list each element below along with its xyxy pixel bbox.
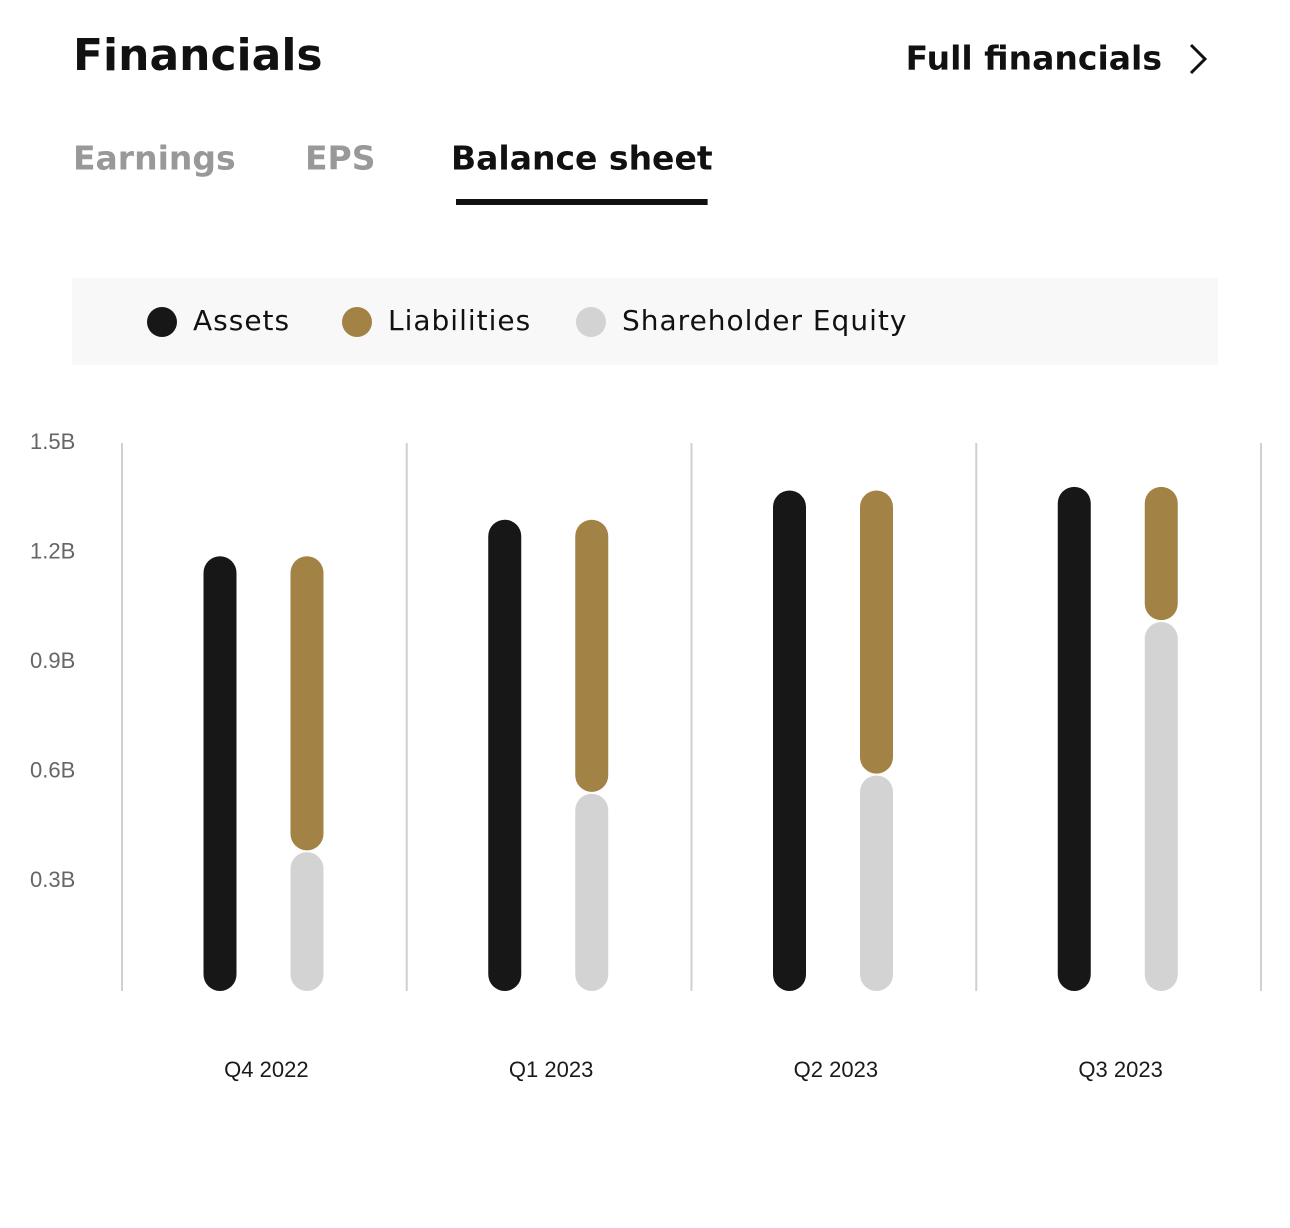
legend-label: Liabilities xyxy=(388,304,531,337)
chevron-icon[interactable] xyxy=(1189,43,1208,75)
y-tick-label: 0.9B xyxy=(30,648,75,673)
bar xyxy=(1057,486,1091,991)
x-tick-label: Q3 2023 xyxy=(1078,1057,1162,1082)
legend-swatch xyxy=(147,307,177,337)
y-tick-label: 1.5B xyxy=(30,429,75,454)
bar xyxy=(575,793,609,991)
legend-label: Assets xyxy=(193,304,290,337)
bar xyxy=(575,519,609,792)
bar xyxy=(203,556,237,991)
title: Financials xyxy=(73,30,323,81)
tab-underline xyxy=(456,199,708,205)
x-tick-label: Q4 2022 xyxy=(224,1057,308,1082)
x-tick-label: Q2 2023 xyxy=(794,1057,878,1082)
full-financials-link[interactable]: Full financials xyxy=(906,39,1208,78)
link-text[interactable]: Full financials xyxy=(906,39,1162,78)
tab[interactable]: Balance sheet xyxy=(451,139,713,178)
bar xyxy=(860,775,893,991)
bar xyxy=(773,490,806,991)
legend-box xyxy=(72,278,1218,365)
legend-label: Shareholder Equity xyxy=(622,304,907,337)
x-tick-label: Q1 2023 xyxy=(509,1057,593,1082)
bar xyxy=(1144,622,1178,991)
bar xyxy=(290,852,324,991)
bar xyxy=(488,519,522,991)
tab[interactable]: Earnings xyxy=(73,139,236,178)
bar xyxy=(290,556,324,851)
bar xyxy=(1144,486,1178,621)
y-tick-label: 0.6B xyxy=(30,758,75,783)
legend-swatch xyxy=(576,307,606,337)
legend-swatch xyxy=(342,307,372,337)
bar xyxy=(860,490,893,774)
y-tick-label: 1.2B xyxy=(30,538,75,563)
y-tick-label: 0.3B xyxy=(30,867,75,892)
tab[interactable]: EPS xyxy=(305,139,376,178)
